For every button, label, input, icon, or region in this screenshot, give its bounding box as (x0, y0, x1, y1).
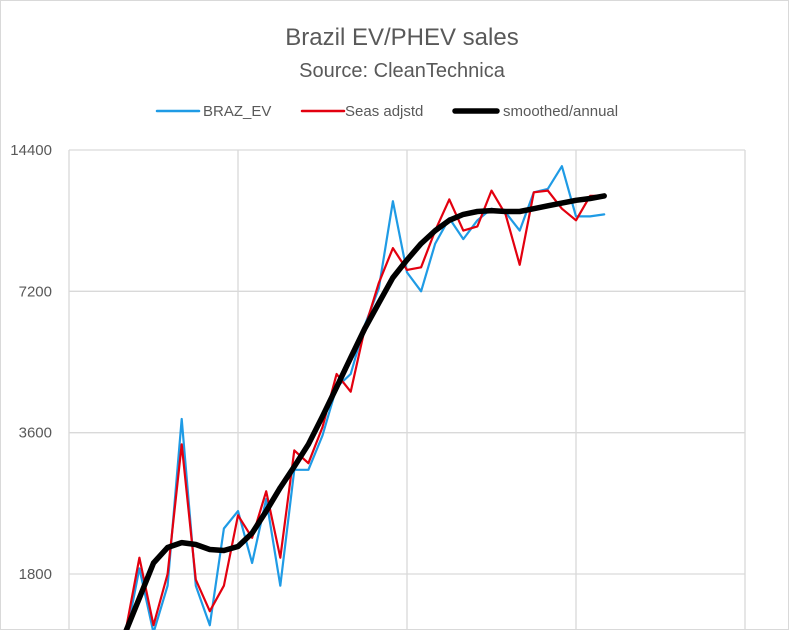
chart-title: Brazil EV/PHEV sales (285, 24, 518, 51)
series-line-braz-ev (126, 165, 606, 630)
legend-label-seas-adjstd: Seas adjstd (345, 103, 423, 120)
series-line-seas-adjstd (124, 189, 606, 630)
y-tick-label-1800: 1800 (19, 566, 52, 583)
legend: BRAZ_EV Seas adjstd smoothed/annual (155, 103, 618, 120)
y-tick-label-7200: 7200 (19, 283, 52, 300)
y-axis-ticks: 1800 3600 7200 14400 (10, 142, 52, 583)
y-tick-label-14400: 14400 (10, 142, 52, 159)
y-tick-label-3600: 3600 (19, 425, 52, 442)
legend-label-braz-ev: BRAZ_EV (203, 103, 271, 120)
chart-subtitle: Source: CleanTechnica (299, 60, 506, 82)
legend-label-smoothed-annual: smoothed/annual (503, 103, 618, 120)
series-line-smoothed-annual (123, 193, 607, 630)
gridlines (68, 149, 746, 630)
series-lines (123, 165, 607, 630)
